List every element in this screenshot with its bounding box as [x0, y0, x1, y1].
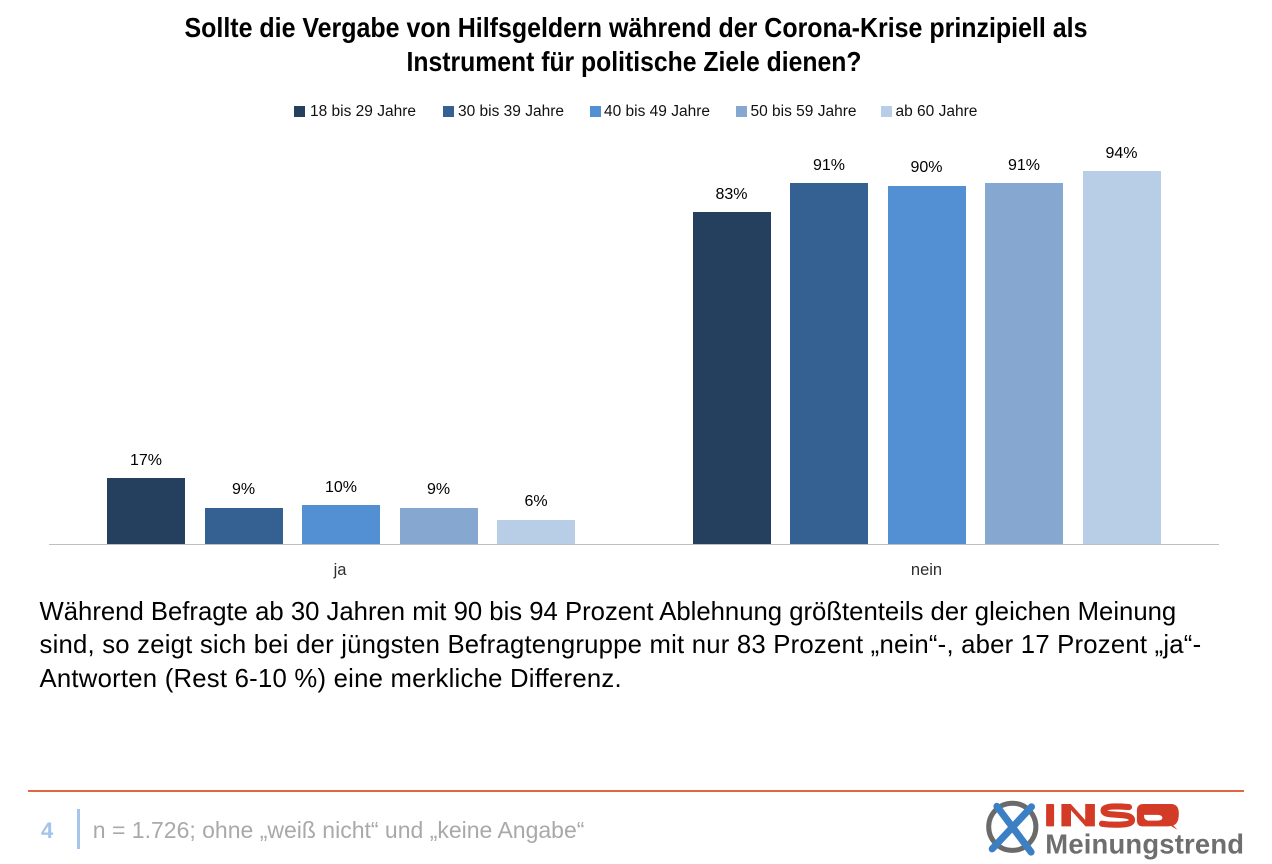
svg-text:Meinungstrend: Meinungstrend [1045, 829, 1244, 860]
